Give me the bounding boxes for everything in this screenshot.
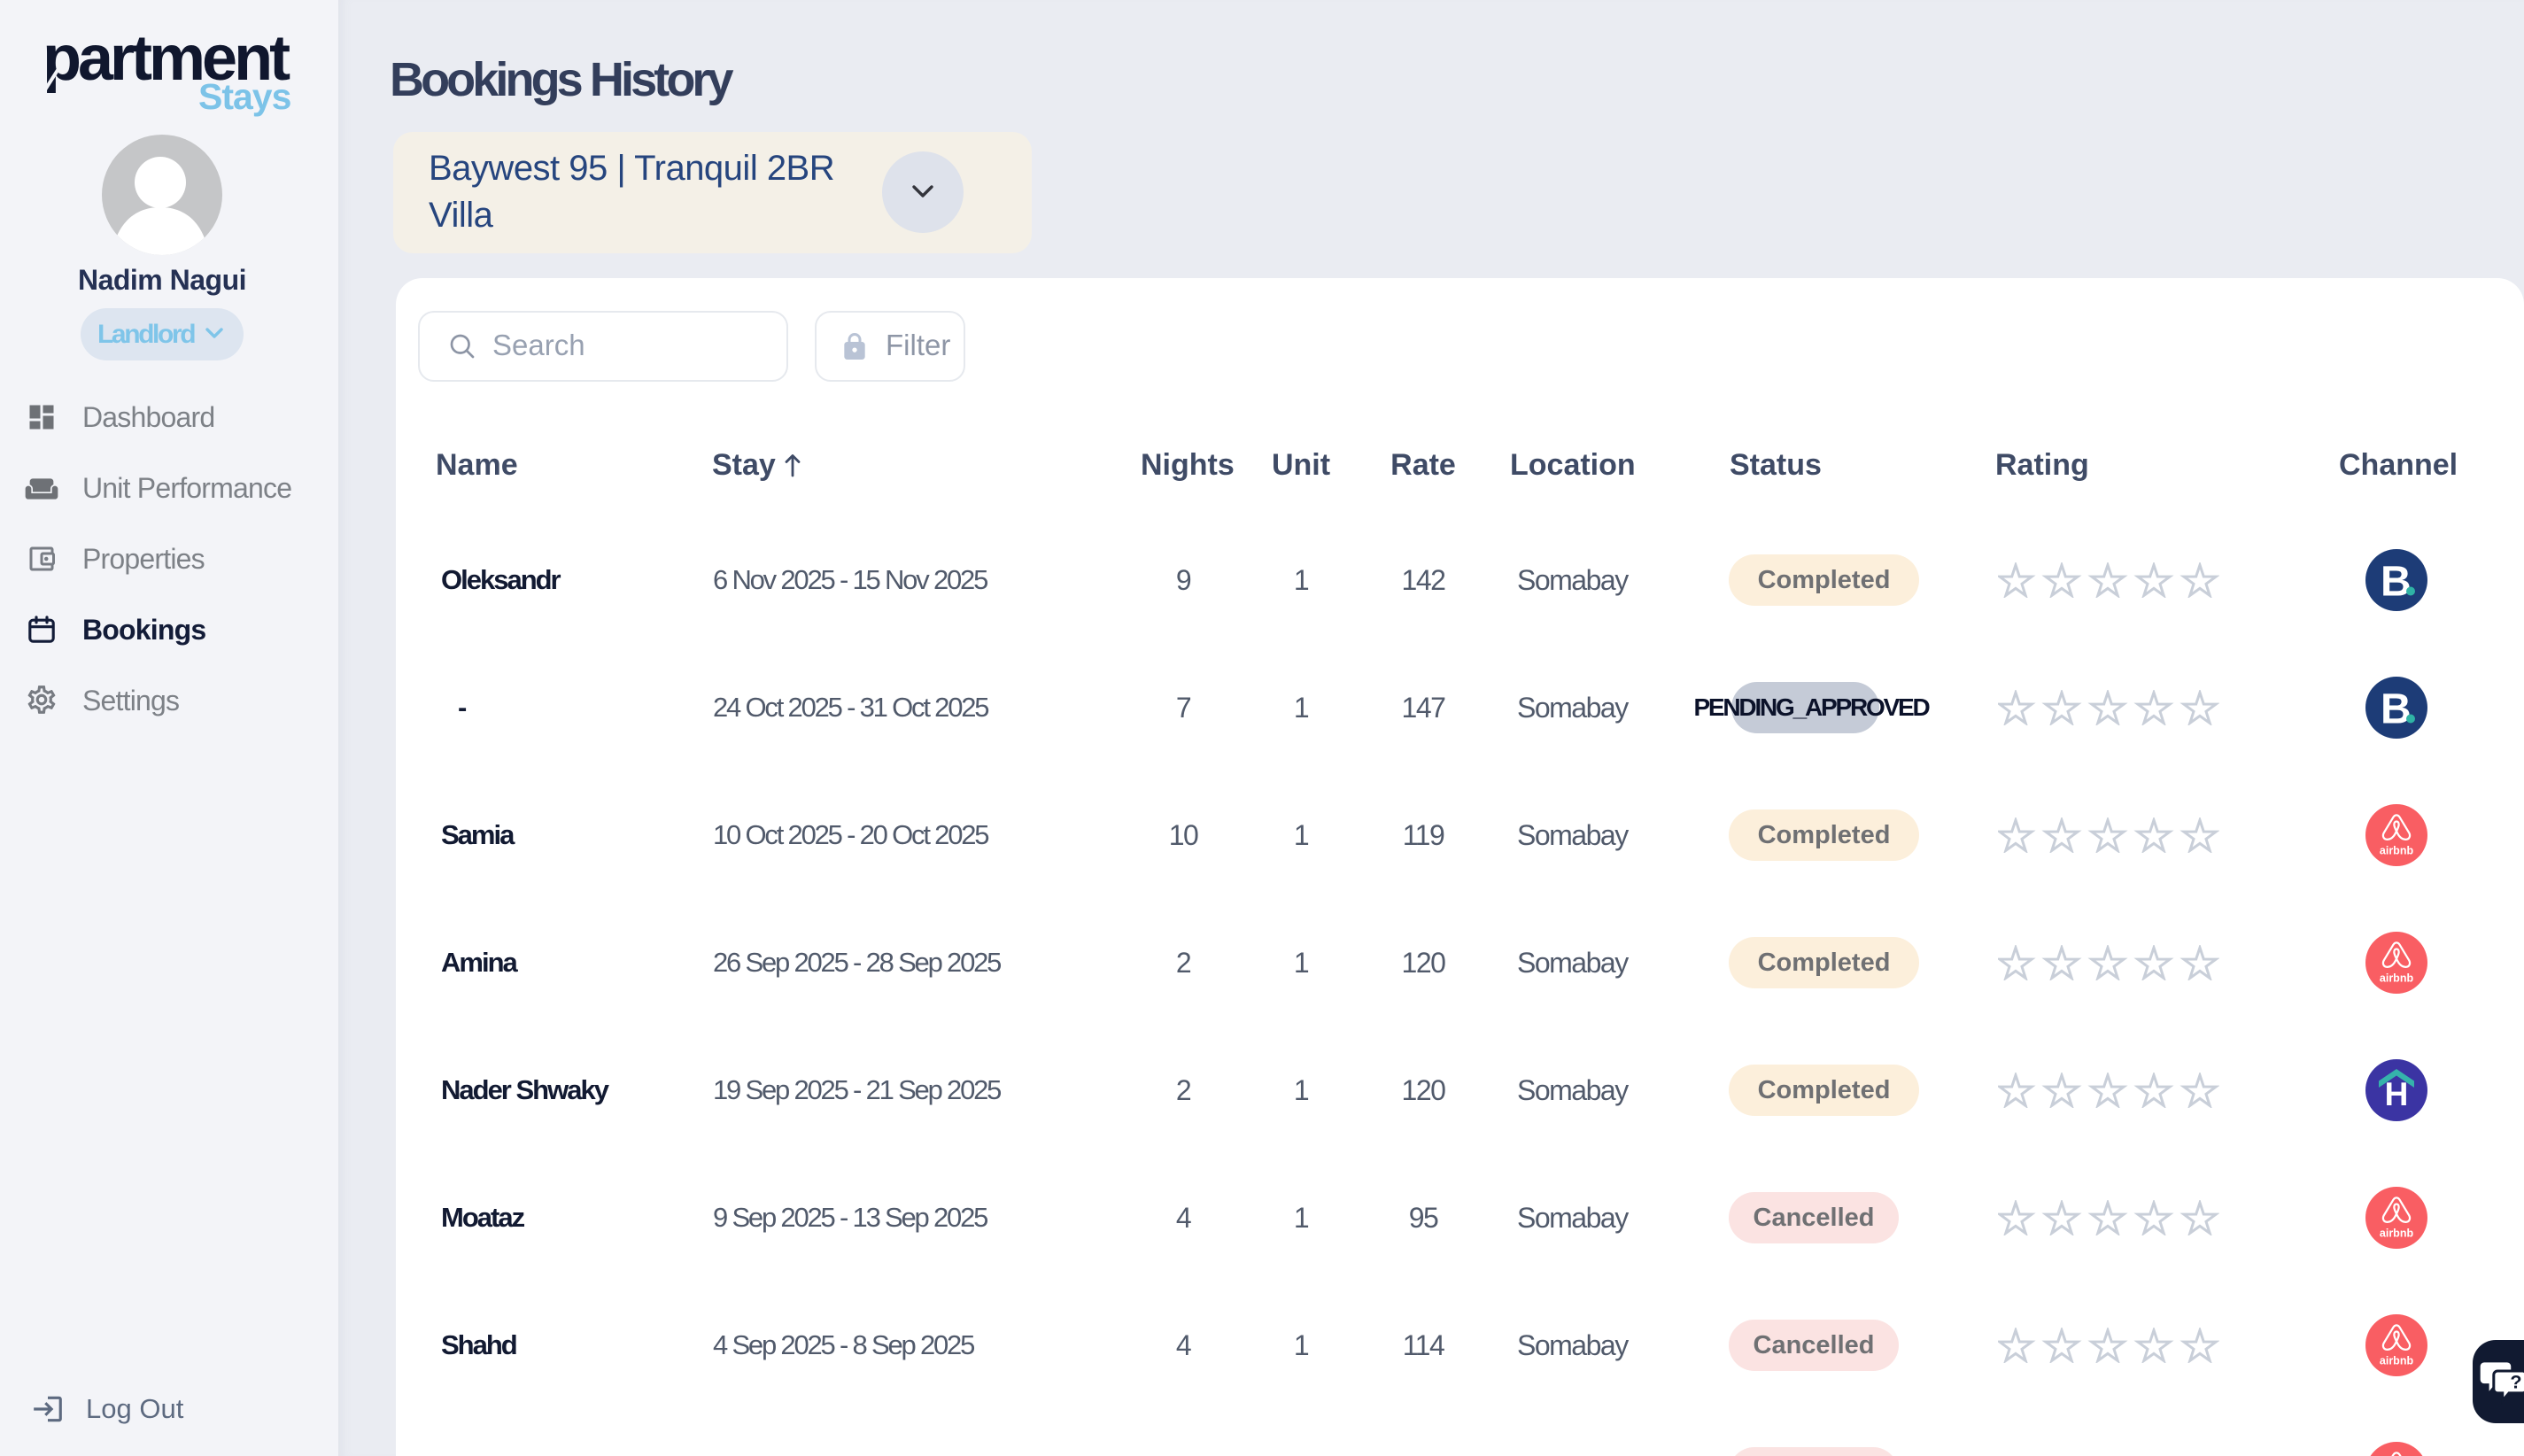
svg-text:airbnb: airbnb (2380, 972, 2414, 985)
svg-text:airbnb: airbnb (2380, 1355, 2414, 1367)
svg-text:airbnb: airbnb (2380, 845, 2414, 857)
svg-text:H: H (2385, 1076, 2409, 1112)
svg-text:B: B (2381, 686, 2412, 733)
svg-text:?: ? (2510, 1370, 2521, 1392)
svg-text:B: B (2381, 559, 2412, 606)
svg-text:airbnb: airbnb (2380, 1228, 2414, 1240)
